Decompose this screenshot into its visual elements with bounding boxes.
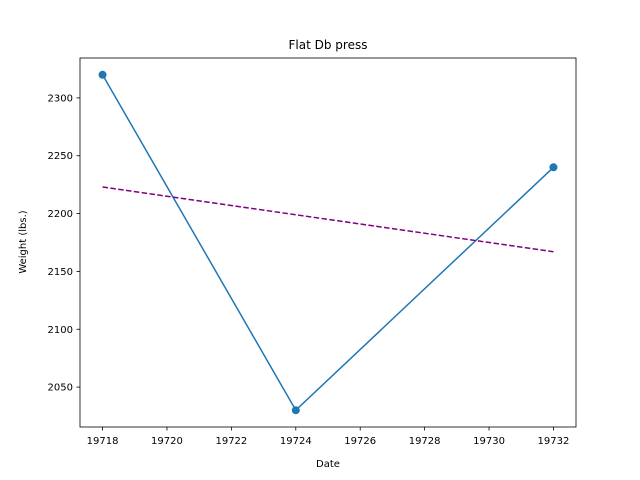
x-tick-label: 19724 (280, 436, 312, 447)
x-tick-label: 19732 (538, 436, 570, 447)
axes-frame (79, 57, 577, 428)
x-tick-label: 19722 (215, 436, 247, 447)
y-tick-label: 2150 (48, 267, 73, 278)
data-point (549, 163, 558, 172)
x-axis-label: Date (316, 459, 340, 470)
y-tick-label: 2050 (48, 383, 73, 394)
trend-line (102, 186, 554, 253)
data-point (291, 406, 300, 415)
y-tick-label: 2300 (48, 93, 73, 104)
x-axis-ticks: 19718 19720 19722 19724 19726 19728 19730 19732 (87, 427, 570, 447)
chart-title: Flat Db press (289, 38, 368, 52)
x-tick-label: 19728 (409, 436, 441, 447)
data-point (98, 70, 107, 79)
y-tick-label: 2100 (48, 325, 73, 336)
y-axis-label: Weight (lbs.) (18, 210, 29, 273)
x-tick-label: 19718 (87, 436, 119, 447)
y-tick-label: 2200 (48, 209, 73, 220)
y-axis-ticks: 2050 2100 2150 2200 2250 2300 (48, 93, 80, 394)
x-tick-label: 19720 (151, 436, 183, 447)
x-tick-label: 19726 (344, 436, 376, 447)
x-tick-label: 19730 (473, 436, 505, 447)
y-tick-label: 2250 (48, 151, 73, 162)
plot-area (79, 57, 577, 428)
